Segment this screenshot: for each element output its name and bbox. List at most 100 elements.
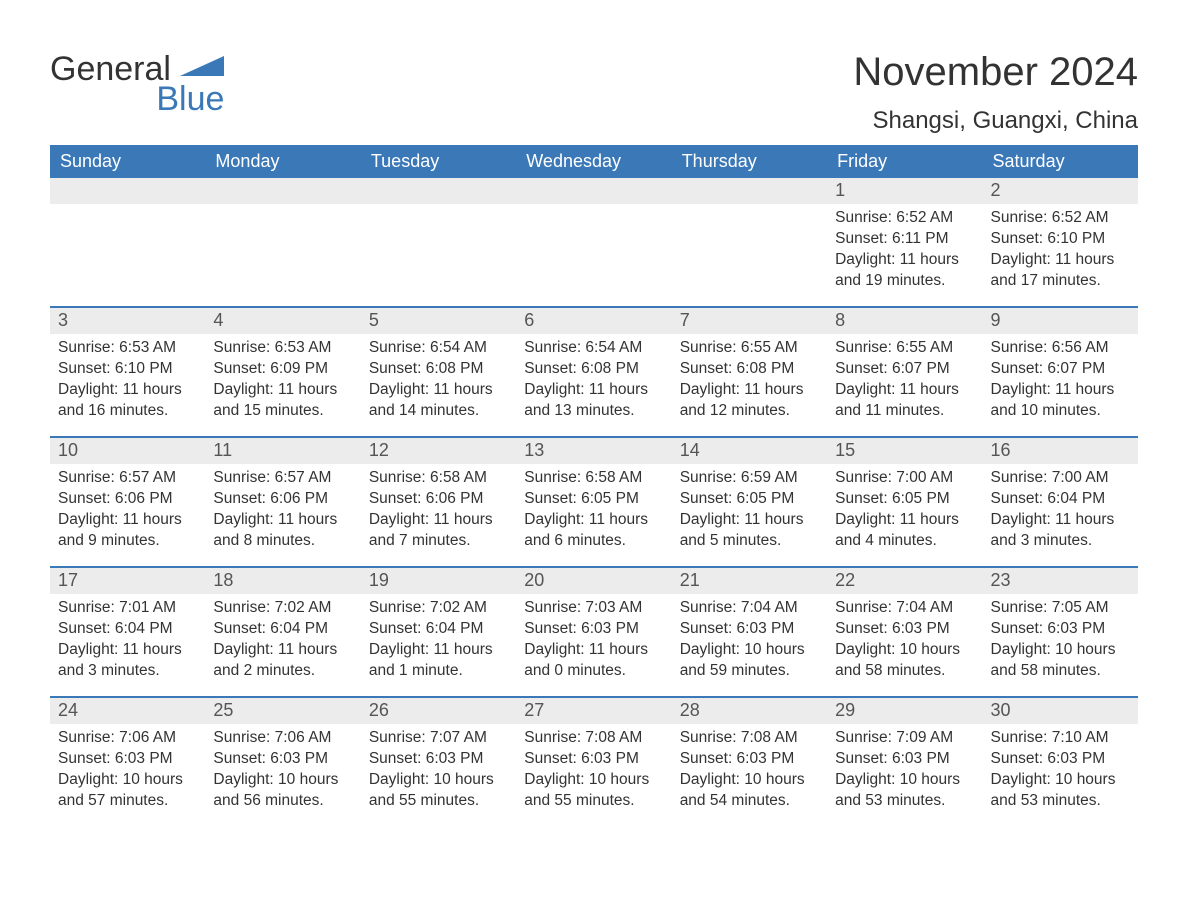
weekday-header-row: SundayMondayTuesdayWednesdayThursdayFrid… — [50, 145, 1138, 178]
day-body: Sunrise: 7:01 AMSunset: 6:04 PMDaylight:… — [50, 594, 205, 690]
day-number-empty — [672, 178, 827, 204]
logo: General Blue — [50, 50, 224, 116]
sunrise-text: Sunrise: 6:56 AM — [991, 338, 1130, 359]
calendar-week: 10Sunrise: 6:57 AMSunset: 6:06 PMDayligh… — [50, 436, 1138, 566]
day-body: Sunrise: 6:57 AMSunset: 6:06 PMDaylight:… — [205, 464, 360, 560]
weekday-header: Saturday — [983, 145, 1138, 178]
daylight-text: Daylight: 10 hours and 53 minutes. — [835, 770, 974, 812]
sunset-text: Sunset: 6:03 PM — [991, 749, 1130, 770]
sunrise-text: Sunrise: 7:10 AM — [991, 728, 1130, 749]
calendar-cell: 27Sunrise: 7:08 AMSunset: 6:03 PMDayligh… — [516, 698, 671, 826]
daylight-text: Daylight: 11 hours and 8 minutes. — [213, 510, 352, 552]
calendar-cell: 23Sunrise: 7:05 AMSunset: 6:03 PMDayligh… — [983, 568, 1138, 696]
sunset-text: Sunset: 6:03 PM — [213, 749, 352, 770]
calendar-cell: 24Sunrise: 7:06 AMSunset: 6:03 PMDayligh… — [50, 698, 205, 826]
calendar-cell — [205, 178, 360, 306]
calendar-cell — [516, 178, 671, 306]
day-number: 28 — [672, 698, 827, 724]
day-body: Sunrise: 6:53 AMSunset: 6:09 PMDaylight:… — [205, 334, 360, 430]
day-body: Sunrise: 7:07 AMSunset: 6:03 PMDaylight:… — [361, 724, 516, 820]
calendar-cell: 14Sunrise: 6:59 AMSunset: 6:05 PMDayligh… — [672, 438, 827, 566]
sunset-text: Sunset: 6:04 PM — [58, 619, 197, 640]
day-number: 27 — [516, 698, 671, 724]
daylight-text: Daylight: 10 hours and 58 minutes. — [991, 640, 1130, 682]
sunset-text: Sunset: 6:03 PM — [835, 749, 974, 770]
calendar-cell: 4Sunrise: 6:53 AMSunset: 6:09 PMDaylight… — [205, 308, 360, 436]
day-number: 19 — [361, 568, 516, 594]
day-body: Sunrise: 6:59 AMSunset: 6:05 PMDaylight:… — [672, 464, 827, 560]
calendar-week: 1Sunrise: 6:52 AMSunset: 6:11 PMDaylight… — [50, 178, 1138, 306]
title-block: November 2024 Shangsi, Guangxi, China — [853, 50, 1138, 135]
sunset-text: Sunset: 6:06 PM — [213, 489, 352, 510]
sunrise-text: Sunrise: 7:01 AM — [58, 598, 197, 619]
daylight-text: Daylight: 11 hours and 6 minutes. — [524, 510, 663, 552]
day-number: 12 — [361, 438, 516, 464]
calendar-cell: 30Sunrise: 7:10 AMSunset: 6:03 PMDayligh… — [983, 698, 1138, 826]
day-body: Sunrise: 6:53 AMSunset: 6:10 PMDaylight:… — [50, 334, 205, 430]
calendar-cell: 6Sunrise: 6:54 AMSunset: 6:08 PMDaylight… — [516, 308, 671, 436]
day-number: 6 — [516, 308, 671, 334]
daylight-text: Daylight: 11 hours and 9 minutes. — [58, 510, 197, 552]
weekday-header: Monday — [205, 145, 360, 178]
daylight-text: Daylight: 11 hours and 3 minutes. — [991, 510, 1130, 552]
sunrise-text: Sunrise: 6:55 AM — [835, 338, 974, 359]
sunrise-text: Sunrise: 7:03 AM — [524, 598, 663, 619]
day-body: Sunrise: 6:55 AMSunset: 6:08 PMDaylight:… — [672, 334, 827, 430]
day-body: Sunrise: 7:06 AMSunset: 6:03 PMDaylight:… — [205, 724, 360, 820]
calendar-cell: 19Sunrise: 7:02 AMSunset: 6:04 PMDayligh… — [361, 568, 516, 696]
day-body: Sunrise: 7:00 AMSunset: 6:05 PMDaylight:… — [827, 464, 982, 560]
day-number-empty — [50, 178, 205, 204]
day-number: 20 — [516, 568, 671, 594]
calendar-week: 24Sunrise: 7:06 AMSunset: 6:03 PMDayligh… — [50, 696, 1138, 826]
calendar-week: 17Sunrise: 7:01 AMSunset: 6:04 PMDayligh… — [50, 566, 1138, 696]
page-title: November 2024 — [853, 50, 1138, 95]
sunrise-text: Sunrise: 7:06 AM — [213, 728, 352, 749]
day-body: Sunrise: 6:58 AMSunset: 6:06 PMDaylight:… — [361, 464, 516, 560]
daylight-text: Daylight: 11 hours and 14 minutes. — [369, 380, 508, 422]
daylight-text: Daylight: 11 hours and 3 minutes. — [58, 640, 197, 682]
day-body: Sunrise: 6:52 AMSunset: 6:11 PMDaylight:… — [827, 204, 982, 300]
day-body: Sunrise: 7:02 AMSunset: 6:04 PMDaylight:… — [361, 594, 516, 690]
sunrise-text: Sunrise: 7:02 AM — [213, 598, 352, 619]
daylight-text: Daylight: 11 hours and 13 minutes. — [524, 380, 663, 422]
day-body: Sunrise: 7:05 AMSunset: 6:03 PMDaylight:… — [983, 594, 1138, 690]
sunrise-text: Sunrise: 6:52 AM — [835, 208, 974, 229]
calendar-cell — [50, 178, 205, 306]
calendar-cell: 13Sunrise: 6:58 AMSunset: 6:05 PMDayligh… — [516, 438, 671, 566]
day-body: Sunrise: 6:54 AMSunset: 6:08 PMDaylight:… — [361, 334, 516, 430]
day-number: 23 — [983, 568, 1138, 594]
day-number: 2 — [983, 178, 1138, 204]
day-body: Sunrise: 7:02 AMSunset: 6:04 PMDaylight:… — [205, 594, 360, 690]
calendar-cell: 20Sunrise: 7:03 AMSunset: 6:03 PMDayligh… — [516, 568, 671, 696]
weeks-container: 1Sunrise: 6:52 AMSunset: 6:11 PMDaylight… — [50, 178, 1138, 826]
day-number: 11 — [205, 438, 360, 464]
day-body: Sunrise: 7:00 AMSunset: 6:04 PMDaylight:… — [983, 464, 1138, 560]
sunrise-text: Sunrise: 6:53 AM — [58, 338, 197, 359]
calendar-cell: 28Sunrise: 7:08 AMSunset: 6:03 PMDayligh… — [672, 698, 827, 826]
sunrise-text: Sunrise: 6:54 AM — [524, 338, 663, 359]
day-number: 8 — [827, 308, 982, 334]
sunset-text: Sunset: 6:09 PM — [213, 359, 352, 380]
sunset-text: Sunset: 6:03 PM — [524, 749, 663, 770]
sunset-text: Sunset: 6:05 PM — [680, 489, 819, 510]
sunset-text: Sunset: 6:05 PM — [835, 489, 974, 510]
day-number: 26 — [361, 698, 516, 724]
calendar-cell: 2Sunrise: 6:52 AMSunset: 6:10 PMDaylight… — [983, 178, 1138, 306]
day-number-empty — [205, 178, 360, 204]
sunrise-text: Sunrise: 7:04 AM — [680, 598, 819, 619]
daylight-text: Daylight: 11 hours and 12 minutes. — [680, 380, 819, 422]
sunset-text: Sunset: 6:11 PM — [835, 229, 974, 250]
logo-flag-icon — [180, 56, 224, 80]
day-number: 10 — [50, 438, 205, 464]
sunset-text: Sunset: 6:03 PM — [58, 749, 197, 770]
sunrise-text: Sunrise: 7:00 AM — [991, 468, 1130, 489]
day-body: Sunrise: 6:54 AMSunset: 6:08 PMDaylight:… — [516, 334, 671, 430]
calendar-cell: 15Sunrise: 7:00 AMSunset: 6:05 PMDayligh… — [827, 438, 982, 566]
calendar-cell: 8Sunrise: 6:55 AMSunset: 6:07 PMDaylight… — [827, 308, 982, 436]
day-number: 29 — [827, 698, 982, 724]
sunset-text: Sunset: 6:04 PM — [213, 619, 352, 640]
daylight-text: Daylight: 11 hours and 10 minutes. — [991, 380, 1130, 422]
day-body: Sunrise: 7:08 AMSunset: 6:03 PMDaylight:… — [516, 724, 671, 820]
sunset-text: Sunset: 6:08 PM — [524, 359, 663, 380]
daylight-text: Daylight: 10 hours and 59 minutes. — [680, 640, 819, 682]
